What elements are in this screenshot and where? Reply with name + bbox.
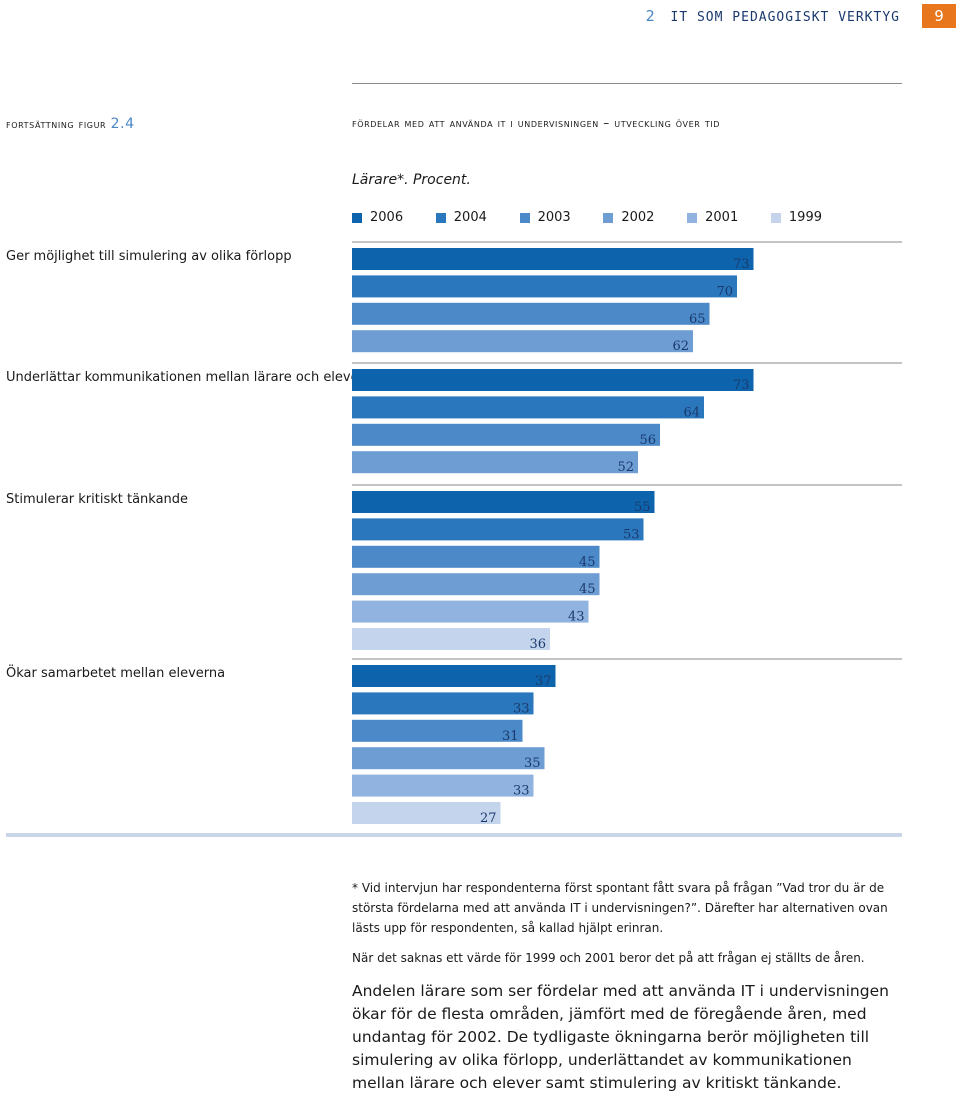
- category-label: Underlättar kommunikationen mellan lärar…: [6, 370, 365, 385]
- footnote-1: * Vid intervjun har respondenterna först…: [352, 881, 888, 935]
- bar-2004: [352, 518, 644, 541]
- bar-value-label: 33: [513, 701, 530, 716]
- legend-label-2001: 2001: [705, 210, 739, 225]
- bar-value-label: 64: [683, 405, 700, 420]
- legend-label-2004: 2004: [453, 210, 487, 225]
- bar-2006: [352, 491, 655, 513]
- legend-item-1999: 1999: [770, 210, 822, 225]
- body-paragraph: Andelen lärare som ser fördelar med att …: [352, 982, 889, 1092]
- bar-value-label: 36: [529, 637, 546, 652]
- chart-legend: 2006 2004 2003 2002 2001 1999: [352, 210, 822, 225]
- figure-number: 2.4: [110, 116, 135, 132]
- footnote-2: När det saknas ett värde för 1999 och 20…: [352, 951, 865, 965]
- bar-value-label: 62: [672, 339, 689, 354]
- bar-2004: [352, 692, 534, 715]
- chapter-number: 2: [645, 7, 656, 25]
- chart-baseline: [6, 833, 902, 837]
- bar-value-label: 45: [579, 555, 596, 570]
- bar-2002: [352, 573, 600, 596]
- bar-1999: [352, 802, 501, 824]
- bar-2002: [352, 747, 545, 770]
- bar-2002: [352, 330, 693, 353]
- legend-item-2001: 2001: [687, 210, 738, 225]
- bar-2003: [352, 302, 710, 325]
- bar-2006: [352, 369, 754, 391]
- figure-label-prefix: fortsättning figur: [6, 117, 107, 131]
- bar-2002: [352, 451, 638, 474]
- category-label: Ökar samarbetet mellan eleverna: [6, 664, 225, 681]
- bar-value-label: 56: [639, 433, 656, 448]
- category-label: Ger möjlighet till simulering av olika f…: [6, 249, 292, 264]
- bar-value-label: 45: [579, 582, 596, 597]
- bar-value-label: 53: [623, 527, 640, 542]
- bar-2001: [352, 600, 589, 623]
- bar-value-label: 37: [535, 674, 552, 689]
- bar-value-label: 52: [617, 460, 634, 475]
- bar-value-label: 73: [733, 378, 750, 393]
- legend-swatch-2004: [435, 212, 446, 223]
- legend-item-2004: 2004: [435, 210, 487, 225]
- chapter-title: 2 IT SOM PEDAGOGISKT VERKTYG: [646, 7, 900, 25]
- bar-value-label: 55: [634, 500, 651, 515]
- bar-2003: [352, 423, 660, 446]
- bar-chart: Ger möjlighet till simulering av olika f…: [6, 241, 902, 837]
- bar-2006: [352, 665, 556, 687]
- bar-value-label: 43: [568, 610, 585, 625]
- figure-title: fördelar med att använda it i undervisni…: [352, 116, 721, 130]
- bar-1999: [352, 628, 550, 650]
- legend-swatch-2003: [519, 212, 530, 223]
- legend-label-2006: 2006: [370, 210, 404, 225]
- legend-swatch-2001: [687, 212, 698, 223]
- bar-2004: [352, 275, 737, 298]
- chapter-title-text: IT SOM PEDAGOGISKT VERKTYG: [670, 10, 900, 25]
- bar-value-label: 65: [689, 312, 706, 327]
- bar-2003: [352, 545, 600, 568]
- legend-item-2003: 2003: [519, 210, 571, 225]
- bar-2003: [352, 719, 523, 742]
- bar-2004: [352, 396, 704, 419]
- bar-value-label: 35: [524, 756, 541, 771]
- bar-value-label: 70: [716, 284, 733, 299]
- figure-subtitle: Lärare*. Procent.: [352, 172, 471, 188]
- legend-swatch-2002: [603, 212, 614, 223]
- page-header: 2 IT SOM PEDAGOGISKT VERKTYG 9: [646, 4, 956, 28]
- bar-2006: [352, 248, 754, 270]
- legend-item-2002: 2002: [603, 210, 654, 225]
- legend-item-2006: 2006: [352, 210, 403, 225]
- bar-value-label: 27: [480, 811, 497, 826]
- category-label: Stimulerar kritiskt tänkande: [6, 492, 188, 507]
- bar-value-label: 31: [502, 729, 519, 744]
- legend-label-1999: 1999: [788, 210, 822, 225]
- legend-swatch-2006: [352, 212, 362, 223]
- bar-value-label: 33: [513, 784, 530, 799]
- legend-swatch-1999: [770, 212, 781, 223]
- page-number: 9: [922, 4, 956, 28]
- figure-label: fortsättning figur 2.4: [6, 116, 135, 132]
- header-rule: [352, 83, 902, 84]
- bar-2001: [352, 774, 534, 797]
- legend-label-2003: 2003: [537, 210, 571, 225]
- legend-label-2002: 2002: [621, 210, 655, 225]
- bar-value-label: 73: [733, 257, 750, 272]
